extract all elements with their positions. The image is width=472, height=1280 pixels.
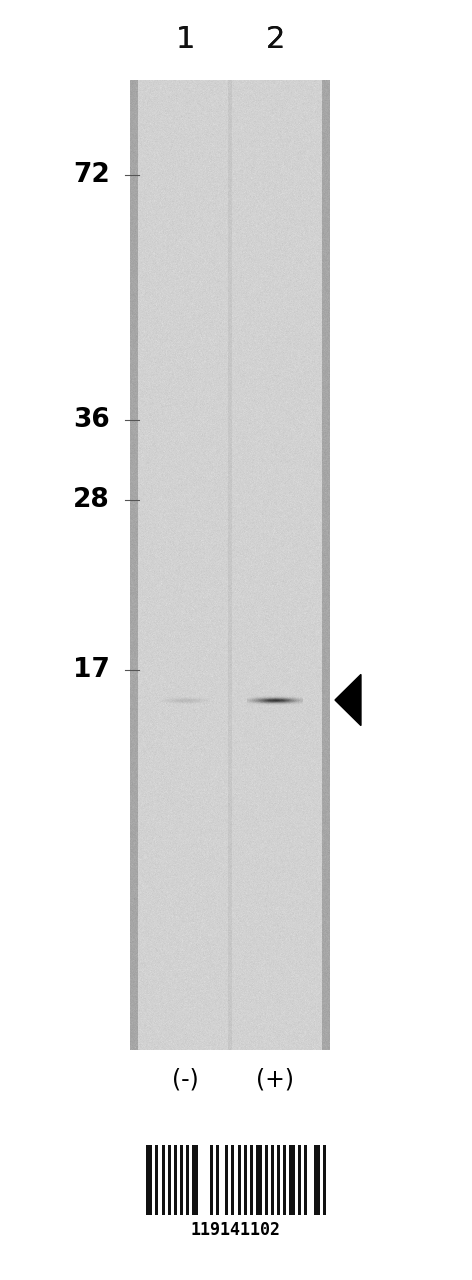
Text: 72: 72 [73, 163, 110, 188]
Bar [168, 1146, 171, 1215]
Bar [186, 1146, 189, 1215]
Bar [210, 1146, 213, 1215]
Bar [323, 1146, 326, 1215]
Bar [271, 1146, 274, 1215]
Bar [277, 1146, 280, 1215]
Bar [265, 1146, 268, 1215]
Bar [283, 1146, 286, 1215]
Bar [237, 1146, 241, 1215]
Bar [161, 1146, 165, 1215]
Text: 17: 17 [73, 657, 110, 684]
Text: 119141102: 119141102 [191, 1221, 281, 1239]
Bar [225, 1146, 228, 1215]
Bar [289, 1146, 295, 1215]
Bar [174, 1146, 177, 1215]
Bar [192, 1146, 198, 1215]
Bar [146, 1146, 152, 1215]
Text: 28: 28 [73, 486, 110, 513]
Bar [250, 1146, 253, 1215]
Text: 1: 1 [175, 26, 194, 55]
Bar [180, 1146, 183, 1215]
Text: (-): (-) [172, 1068, 198, 1092]
Bar [155, 1146, 159, 1215]
Bar [298, 1146, 301, 1215]
Bar [231, 1146, 235, 1215]
Text: 2: 2 [265, 26, 285, 55]
Text: 1: 1 [175, 26, 194, 55]
Bar [244, 1146, 247, 1215]
Text: 2: 2 [265, 26, 285, 55]
Text: (+): (+) [256, 1068, 294, 1092]
Text: 36: 36 [73, 407, 110, 433]
Bar [313, 1146, 320, 1215]
Bar [216, 1146, 219, 1215]
Bar [256, 1146, 262, 1215]
Bar [304, 1146, 307, 1215]
Polygon shape [335, 675, 361, 726]
